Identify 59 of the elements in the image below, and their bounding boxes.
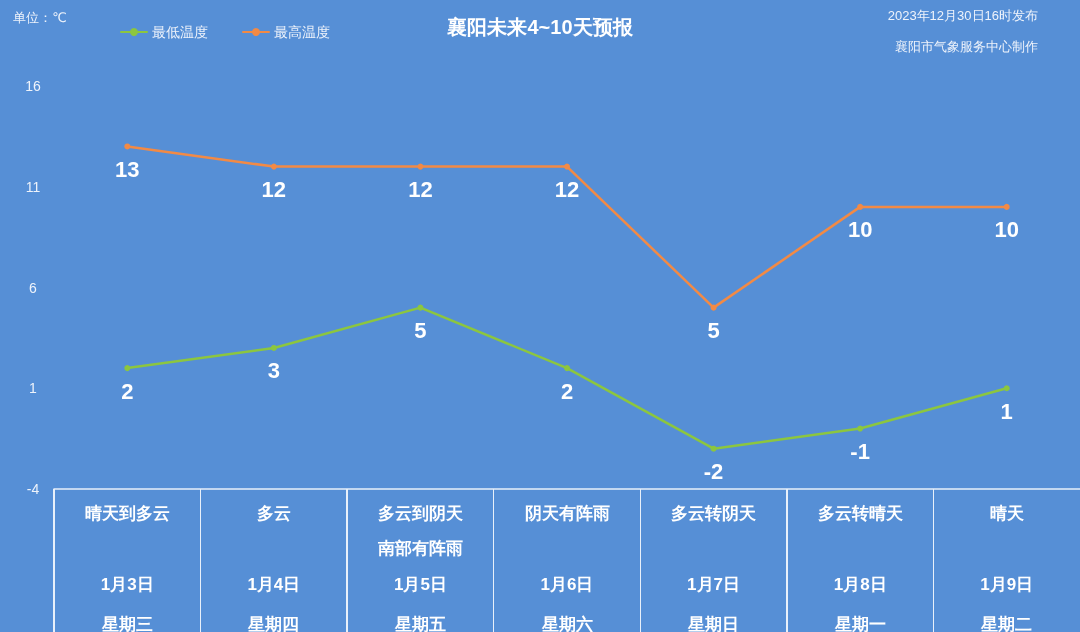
text: 多云转阴天	[671, 504, 757, 523]
data-label: 12	[408, 177, 433, 203]
x-tick-label: 1月3日	[100, 574, 154, 594]
data-label: 5	[707, 318, 720, 344]
chart-title: 襄阳未来4~10天预报	[447, 16, 634, 38]
text: 2023年12月30日16时发布	[887, 8, 1039, 23]
legend-label: 最低温度	[152, 24, 208, 40]
x-tick-label: 1月6日	[540, 574, 594, 594]
data-label: -2	[703, 459, 724, 485]
y-tick-label: -4	[26, 481, 40, 497]
data-label: 5	[414, 318, 427, 344]
y-tick-label: 6	[29, 279, 38, 296]
point	[564, 365, 570, 372]
text: 星期日	[687, 615, 740, 632]
point	[417, 304, 424, 311]
y-tick-label: 11	[25, 178, 41, 195]
x-tick-label: 1月4日	[247, 574, 301, 594]
text: 星期四	[247, 615, 300, 632]
text: 星期一	[833, 615, 886, 632]
x-tick-label: 1月5日	[393, 574, 447, 594]
point	[1003, 385, 1010, 392]
text: 星期三	[100, 615, 153, 632]
x-tick-label: 1月7日	[687, 574, 741, 594]
text: 阴天有阵雨	[524, 504, 610, 523]
data-label: 10	[994, 217, 1019, 243]
text: 多云到阴天南部有阵雨	[376, 504, 463, 558]
point	[1003, 203, 1010, 210]
point	[710, 445, 717, 452]
text: 星期五	[393, 615, 446, 632]
point	[124, 365, 131, 372]
x-tick-label: 1月8日	[833, 574, 887, 594]
point	[270, 163, 277, 170]
y-tick-label: 16	[25, 78, 41, 94]
y-tick-label: 1	[29, 380, 38, 397]
text: 晴天到多云	[84, 504, 170, 523]
text: 襄阳市气象服务中心制作	[895, 39, 1038, 54]
data-label: 2	[121, 378, 134, 404]
point	[270, 344, 277, 351]
data-label: 2	[560, 378, 574, 404]
point	[417, 163, 424, 170]
text: 晴天	[989, 504, 1024, 523]
data-label: -1	[850, 439, 870, 465]
data-label: 12	[261, 177, 287, 203]
text: 多云转晴天	[817, 504, 903, 523]
data-label: 12	[554, 177, 580, 203]
point	[710, 304, 717, 311]
data-label: 10	[847, 217, 873, 243]
x-tick-label: 1月9日	[980, 574, 1034, 594]
point	[564, 163, 570, 170]
point	[857, 203, 864, 210]
y-axis-title: 单位：℃	[13, 10, 67, 25]
data-label: 3	[267, 358, 280, 384]
data-label: 1	[1000, 398, 1013, 424]
legend-label: 最高温度	[274, 24, 330, 40]
data-label: 13	[115, 156, 140, 182]
point	[857, 425, 864, 432]
text: 星期六	[540, 615, 593, 632]
text: 星期二	[980, 615, 1033, 632]
text: 多云	[256, 504, 291, 523]
